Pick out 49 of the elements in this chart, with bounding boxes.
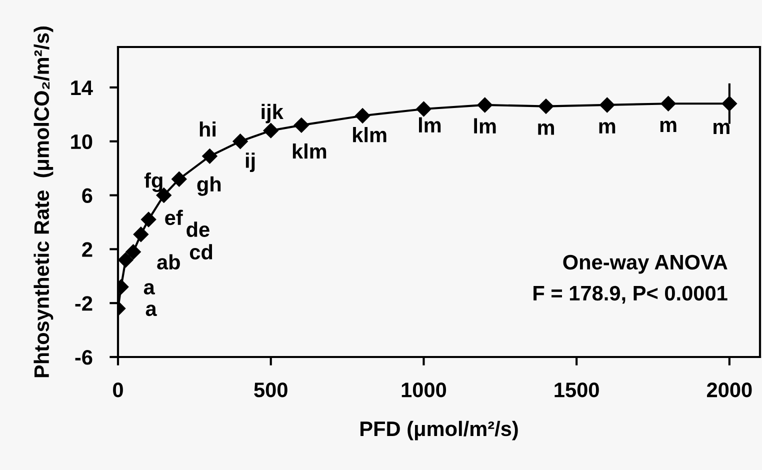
annotation: lm — [474, 118, 496, 134]
x-tick-label: 0 — [113, 382, 123, 398]
annotation: cd — [190, 244, 212, 260]
point — [232, 134, 248, 149]
point — [477, 97, 492, 113]
x-tick-label: 1500 — [554, 382, 599, 398]
annotation: fg — [144, 172, 162, 192]
annotation: hi — [200, 121, 216, 137]
y-tick-label: -6 — [75, 350, 92, 365]
annotation: m — [538, 123, 554, 135]
point — [141, 212, 156, 228]
annotation: de — [186, 222, 210, 237]
y-tick-label: 14 — [71, 80, 93, 95]
y-tick-label: 10 — [71, 134, 92, 150]
annotation: klm — [353, 127, 386, 142]
annotation: ijk — [262, 104, 284, 124]
annotation: m — [714, 122, 730, 134]
annotation: m — [660, 120, 676, 132]
point — [416, 101, 432, 117]
point — [660, 96, 676, 112]
point — [600, 97, 615, 113]
x-tick-label: 1000 — [402, 382, 446, 398]
point — [538, 98, 554, 114]
x-tick-label: 2000 — [706, 382, 752, 398]
annotation: klm — [292, 143, 326, 159]
y-tick-label: -2 — [75, 296, 92, 311]
point — [294, 118, 309, 133]
annotation: lm — [419, 117, 441, 132]
x-tick-label: 500 — [254, 382, 288, 398]
annotation: ij — [246, 152, 255, 172]
point — [126, 244, 141, 260]
annotation: One-way ANOVA — [563, 254, 728, 274]
annotation: ab — [157, 254, 180, 270]
annotation: m — [599, 122, 616, 134]
point — [133, 226, 148, 242]
y-tick-label: 6 — [82, 188, 92, 204]
y-axis-title: Phtosynthetic Rate (μmolCO₂/m²/s) — [34, 26, 54, 378]
annotation: ef — [165, 210, 183, 226]
point — [172, 172, 187, 187]
annotation: a — [144, 283, 155, 295]
annotation: gh — [197, 176, 221, 196]
point — [263, 122, 278, 138]
x-axis-title: PFD (μmol/m²/s) — [360, 420, 518, 440]
point — [355, 108, 370, 124]
annotation: F = 178.9, P< 0.0001 — [534, 286, 728, 304]
annotation: a — [146, 304, 157, 316]
y-tick-label: 2 — [82, 242, 92, 257]
point — [202, 148, 218, 164]
point — [118, 252, 134, 268]
